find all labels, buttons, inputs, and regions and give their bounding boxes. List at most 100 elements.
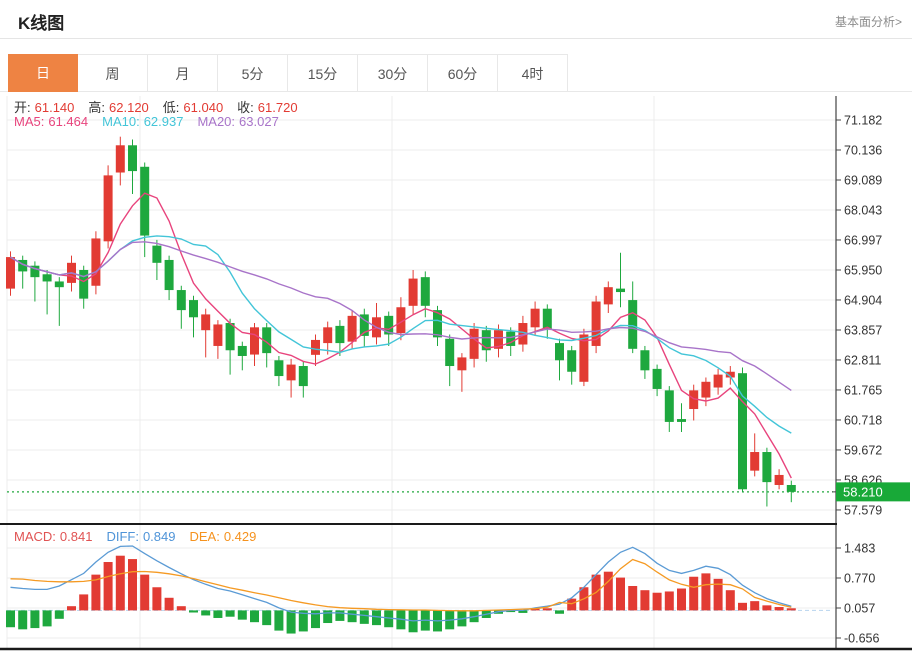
candle[interactable] bbox=[6, 251, 15, 296]
candle[interactable] bbox=[152, 239, 162, 281]
candle[interactable] bbox=[359, 308, 369, 348]
tab-30分[interactable]: 30分 bbox=[358, 54, 428, 92]
macd-bar[interactable] bbox=[201, 610, 211, 616]
macd-bar[interactable] bbox=[286, 610, 296, 634]
candle[interactable] bbox=[628, 281, 638, 354]
candle[interactable] bbox=[542, 304, 552, 339]
macd-bar[interactable] bbox=[42, 610, 52, 627]
candle[interactable] bbox=[372, 302, 381, 345]
fundamental-analysis-link[interactable]: 基本面分析> bbox=[834, 15, 902, 29]
candle[interactable] bbox=[396, 297, 406, 341]
macd-bar[interactable] bbox=[6, 610, 15, 628]
macd-bar[interactable] bbox=[713, 578, 723, 611]
macd-bar[interactable] bbox=[225, 610, 235, 617]
candle[interactable] bbox=[286, 358, 296, 398]
macd-bar[interactable] bbox=[176, 606, 186, 611]
macd-bar[interactable] bbox=[79, 594, 89, 611]
candle[interactable] bbox=[725, 366, 735, 385]
candle[interactable] bbox=[323, 321, 333, 355]
candle[interactable] bbox=[616, 252, 625, 308]
macd-bar[interactable] bbox=[786, 608, 796, 611]
candle[interactable] bbox=[701, 377, 711, 407]
macd-bar[interactable] bbox=[67, 606, 76, 611]
macd-bar[interactable] bbox=[506, 610, 516, 613]
macd-bar[interactable] bbox=[725, 590, 735, 611]
macd-bar[interactable] bbox=[677, 588, 686, 611]
candle[interactable] bbox=[298, 361, 308, 398]
macd-bar[interactable] bbox=[128, 559, 137, 611]
candle[interactable] bbox=[640, 345, 650, 379]
candle[interactable] bbox=[335, 320, 345, 356]
tab-日[interactable]: 日 bbox=[8, 54, 78, 92]
candle[interactable] bbox=[738, 367, 747, 493]
candle[interactable] bbox=[457, 353, 467, 392]
macd-bar[interactable] bbox=[738, 602, 747, 611]
candle[interactable] bbox=[506, 327, 516, 356]
candle[interactable] bbox=[713, 368, 723, 395]
tab-月[interactable]: 月 bbox=[148, 54, 218, 92]
macd-bar[interactable] bbox=[189, 610, 198, 613]
candle[interactable] bbox=[603, 281, 613, 313]
candle[interactable] bbox=[250, 323, 259, 367]
macd-bar[interactable] bbox=[298, 610, 308, 632]
macd-bar[interactable] bbox=[518, 610, 528, 613]
candle[interactable] bbox=[469, 323, 479, 368]
candle[interactable] bbox=[103, 165, 113, 249]
candle[interactable] bbox=[189, 295, 198, 338]
macd-bar[interactable] bbox=[152, 587, 162, 611]
macd-bar[interactable] bbox=[567, 598, 577, 611]
candle[interactable] bbox=[445, 334, 455, 387]
macd-bar[interactable] bbox=[555, 610, 564, 614]
macd-bar[interactable] bbox=[664, 591, 674, 611]
macd-bar[interactable] bbox=[542, 608, 552, 611]
candle[interactable] bbox=[213, 320, 223, 359]
macd-bar[interactable] bbox=[213, 610, 223, 618]
candle[interactable] bbox=[481, 325, 491, 362]
macd-bar[interactable] bbox=[274, 610, 284, 631]
candle[interactable] bbox=[274, 355, 284, 387]
macd-bar[interactable] bbox=[30, 610, 40, 629]
tab-60分[interactable]: 60分 bbox=[428, 54, 498, 92]
macd-bar[interactable] bbox=[311, 610, 320, 629]
candle[interactable] bbox=[54, 277, 64, 326]
candle[interactable] bbox=[18, 255, 28, 289]
candle[interactable] bbox=[420, 271, 430, 318]
candle[interactable] bbox=[115, 136, 125, 186]
candle[interactable] bbox=[762, 447, 772, 507]
macd-bar[interactable] bbox=[262, 610, 272, 626]
macd-bar[interactable] bbox=[628, 585, 638, 611]
macd-bar[interactable] bbox=[396, 610, 406, 630]
macd-bar[interactable] bbox=[164, 597, 174, 611]
candle[interactable] bbox=[42, 269, 52, 315]
macd-bar[interactable] bbox=[323, 610, 333, 624]
macd-bar[interactable] bbox=[359, 610, 369, 624]
candle[interactable] bbox=[518, 315, 528, 352]
macd-bar[interactable] bbox=[762, 605, 772, 611]
macd-bar[interactable] bbox=[335, 610, 345, 621]
tab-5分[interactable]: 5分 bbox=[218, 54, 288, 92]
candle[interactable] bbox=[567, 345, 577, 385]
candle[interactable] bbox=[237, 341, 247, 371]
candle[interactable] bbox=[786, 480, 796, 503]
candle[interactable] bbox=[750, 433, 760, 477]
macd-bar[interactable] bbox=[18, 610, 28, 630]
candle[interactable] bbox=[164, 255, 174, 301]
macd-bar[interactable] bbox=[774, 607, 784, 611]
macd-bar[interactable] bbox=[347, 610, 357, 623]
macd-bar[interactable] bbox=[91, 574, 101, 611]
macd-bar[interactable] bbox=[103, 562, 113, 611]
macd-bar[interactable] bbox=[237, 610, 247, 620]
macd-bar[interactable] bbox=[603, 571, 613, 611]
candle[interactable] bbox=[408, 269, 418, 315]
macd-bar[interactable] bbox=[701, 573, 711, 611]
macd-bar[interactable] bbox=[616, 577, 625, 611]
candle[interactable] bbox=[176, 285, 186, 329]
macd-bar[interactable] bbox=[250, 610, 259, 623]
tab-4时[interactable]: 4时 bbox=[498, 54, 568, 92]
candle[interactable] bbox=[677, 403, 686, 432]
candle[interactable] bbox=[128, 139, 137, 195]
candle[interactable] bbox=[774, 469, 784, 490]
tab-15分[interactable]: 15分 bbox=[288, 54, 358, 92]
candle[interactable] bbox=[591, 295, 601, 354]
macd-bar[interactable] bbox=[652, 592, 662, 611]
